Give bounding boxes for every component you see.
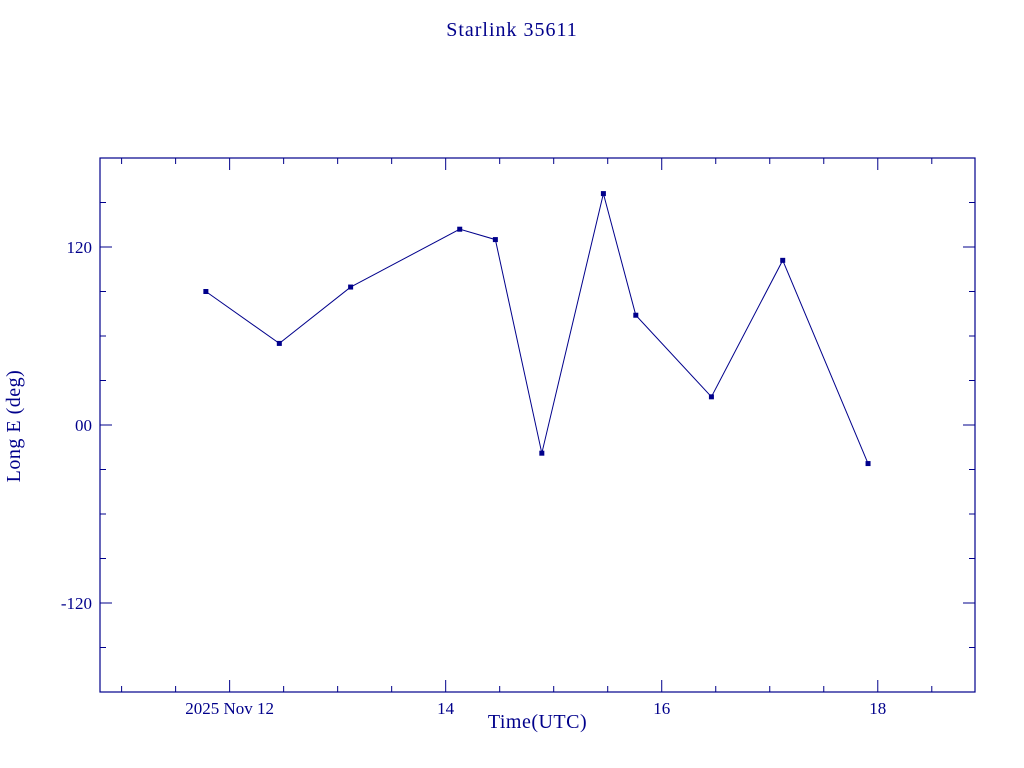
data-point-marker — [348, 284, 354, 290]
plot-frame — [99, 157, 976, 693]
chart-title: Starlink 35611 — [446, 19, 578, 41]
y-tick-label: -120 — [61, 594, 92, 613]
data-point-marker — [633, 312, 639, 318]
x-tick-label: 14 — [437, 699, 455, 718]
data-point-marker — [457, 226, 463, 232]
data-point-marker — [492, 237, 498, 243]
data-point-marker — [865, 461, 871, 467]
data-point-marker — [600, 191, 606, 197]
x-axis-label: Time(UTC) — [487, 711, 588, 733]
x-tick-label: 2025 Nov 12 — [185, 699, 274, 718]
data-point-marker — [539, 450, 545, 456]
y-tick-label: 120 — [67, 238, 93, 257]
x-tick-label: 18 — [869, 699, 886, 718]
data-point-marker — [708, 394, 714, 400]
data-line — [205, 193, 869, 464]
data-point-marker — [203, 289, 209, 294]
data-point-marker — [276, 340, 282, 346]
x-tick-label: 16 — [653, 699, 670, 718]
data-point-marker — [780, 257, 786, 263]
y-tick-label: 00 — [75, 416, 92, 435]
